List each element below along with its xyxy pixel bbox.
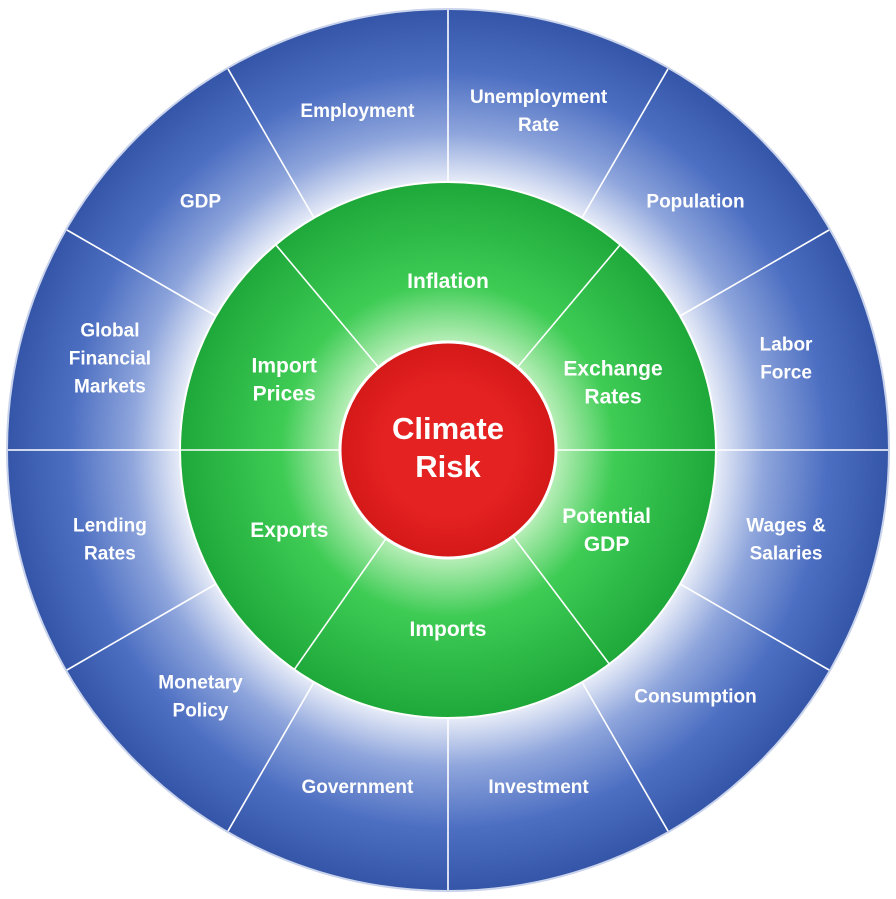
- outer-label: Unemployment Rate: [470, 87, 608, 136]
- outer-divider: [66, 229, 217, 317]
- center-label-line: Risk: [415, 449, 481, 484]
- center-label: Climate Risk: [392, 411, 504, 484]
- outer-label: Labor Force: [760, 334, 813, 383]
- outer-label-line: Wages &: [746, 516, 826, 537]
- outer-label-line: Markets: [74, 376, 146, 397]
- outer-label-line: Policy: [173, 701, 229, 722]
- outer-divider: [227, 681, 315, 832]
- center-circle: [338, 340, 558, 560]
- outer-divider: [679, 229, 830, 317]
- outer-divider: [581, 681, 669, 832]
- center-label-line: Climate: [392, 411, 504, 446]
- inner-divider: [516, 244, 621, 368]
- inner-label: Import Prices: [251, 354, 316, 405]
- outer-label-line: GDP: [180, 192, 222, 213]
- inner-divider: [293, 538, 387, 670]
- outer-label-line: Global: [80, 320, 139, 341]
- outer-label-line: Population: [646, 192, 744, 213]
- outer-label-line: Investment: [488, 777, 589, 798]
- inner-label-line: GDP: [584, 532, 630, 555]
- outer-label-line: Unemployment: [470, 87, 608, 108]
- outer-label: Government: [301, 777, 414, 798]
- outer-label-line: Lending: [73, 516, 147, 537]
- outer-label-line: Labor: [760, 334, 813, 355]
- inner-label-line: Inflation: [407, 270, 489, 293]
- outer-label: Monetary Policy: [158, 673, 243, 722]
- outer-label-line: Force: [760, 362, 812, 383]
- inner-label-line: Prices: [253, 382, 316, 405]
- outer-label: Lending Rates: [73, 516, 147, 565]
- dividers: [8, 10, 888, 890]
- inner-label-line: Rates: [584, 385, 641, 408]
- inner-label-line: Exports: [250, 518, 328, 541]
- inner-label: Exchange Rates: [563, 357, 662, 408]
- outer-label: Investment: [488, 777, 589, 798]
- outer-label-line: Financial: [69, 348, 151, 369]
- inner-label-line: Imports: [409, 618, 486, 641]
- outer-label-line: Rates: [84, 544, 136, 565]
- inner-label: Exports: [250, 518, 328, 541]
- outer-label: Population: [646, 192, 744, 213]
- outer-label: Wages & Salaries: [746, 516, 826, 565]
- outer-label-line: Consumption: [634, 687, 756, 708]
- labels: Inflation Exchange Rates Potential GDP Import…: [69, 87, 826, 798]
- outer-label: GDP: [180, 192, 222, 213]
- inner-label-line: Potential: [562, 504, 651, 527]
- outer-divider: [66, 583, 217, 671]
- outer-divider: [227, 68, 315, 219]
- outer-label: Employment: [300, 101, 415, 122]
- outer-label: Global Financial Markets: [69, 320, 151, 397]
- outer-label-line: Government: [301, 777, 414, 798]
- outer-divider: [679, 583, 830, 671]
- outer-divider: [581, 68, 669, 219]
- inner-label-line: Exchange: [563, 357, 662, 380]
- inner-divider: [512, 535, 610, 665]
- outer-label-line: Employment: [300, 101, 415, 122]
- outer-label-line: Rate: [518, 115, 559, 136]
- inner-label: Potential GDP: [562, 504, 651, 555]
- inner-label: Inflation: [407, 270, 489, 293]
- inner-label-line: Import: [251, 354, 316, 377]
- inner-divider: [275, 244, 380, 368]
- outer-label: Consumption: [634, 687, 756, 708]
- outer-label-line: Monetary: [158, 673, 243, 694]
- outer-label-line: Salaries: [750, 544, 823, 565]
- inner-label: Imports: [409, 618, 486, 641]
